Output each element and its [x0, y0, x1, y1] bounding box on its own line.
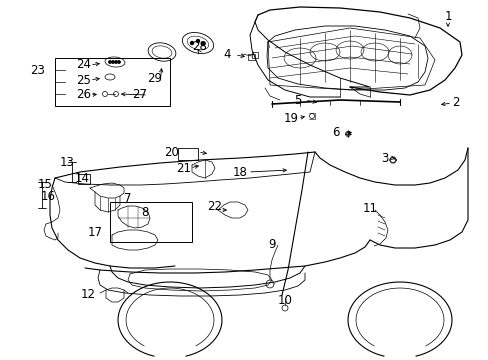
Text: 15: 15: [38, 179, 52, 192]
Circle shape: [108, 61, 111, 63]
Text: 10: 10: [277, 293, 292, 306]
Text: 22: 22: [207, 201, 222, 213]
Text: 6: 6: [331, 126, 339, 139]
Text: 25: 25: [77, 73, 91, 86]
Text: 5: 5: [294, 94, 301, 107]
Text: 13: 13: [60, 157, 74, 170]
Text: 18: 18: [232, 166, 247, 179]
Text: 11: 11: [362, 202, 377, 215]
Circle shape: [196, 40, 199, 42]
Text: 20: 20: [164, 145, 179, 158]
Text: 4: 4: [223, 49, 230, 62]
Text: 28: 28: [192, 40, 207, 54]
Text: 17: 17: [87, 226, 102, 239]
Text: 12: 12: [81, 288, 95, 301]
Text: 29: 29: [147, 72, 162, 85]
Circle shape: [190, 41, 193, 45]
Text: 3: 3: [381, 152, 388, 165]
Text: 9: 9: [268, 238, 275, 252]
Text: 19: 19: [283, 112, 298, 125]
Bar: [178, 148, 198, 160]
Circle shape: [201, 42, 204, 45]
Circle shape: [112, 61, 114, 63]
Bar: [251, 52, 258, 58]
Bar: [247, 54, 254, 60]
Text: 24: 24: [76, 58, 91, 72]
Bar: [78, 174, 90, 184]
Circle shape: [118, 61, 120, 63]
Bar: [110, 202, 192, 242]
Text: 8: 8: [141, 207, 148, 220]
Text: 16: 16: [41, 190, 55, 203]
Text: 1: 1: [443, 10, 451, 23]
Bar: [55, 58, 170, 106]
Text: 21: 21: [176, 162, 191, 175]
Text: 14: 14: [74, 171, 89, 184]
Text: 27: 27: [132, 89, 147, 102]
Text: 2: 2: [451, 96, 459, 109]
Text: 26: 26: [76, 89, 91, 102]
Circle shape: [115, 61, 117, 63]
Text: 7: 7: [124, 192, 131, 204]
Text: 23: 23: [30, 63, 45, 77]
